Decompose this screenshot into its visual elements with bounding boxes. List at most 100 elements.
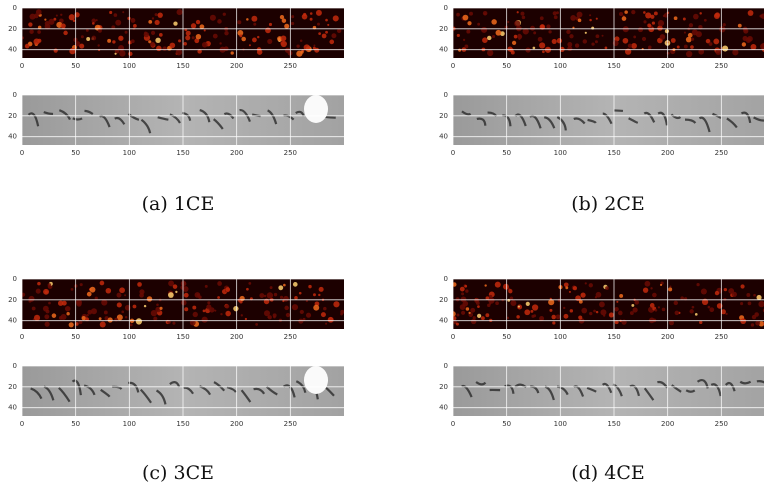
heat-spot <box>618 12 624 17</box>
heat-spot <box>708 42 713 46</box>
heat-spot <box>566 29 571 35</box>
heat-spot <box>94 296 98 300</box>
heat-spot <box>668 287 673 292</box>
x-tick-label: 250 <box>715 420 728 428</box>
heat-spot <box>325 322 328 325</box>
heat-spot <box>533 31 537 35</box>
heat-spot <box>155 37 161 44</box>
heat-spot <box>116 292 122 298</box>
ink-stroke <box>614 109 624 113</box>
y-tick-label: 20 <box>439 383 448 391</box>
heat-spot <box>327 23 330 26</box>
heat-spot <box>320 312 326 318</box>
heat-spot <box>150 309 158 317</box>
heat-spot <box>113 13 118 17</box>
y-tick-label: 40 <box>8 46 17 54</box>
heat-spot <box>468 311 471 314</box>
heat-spot <box>650 287 653 290</box>
heat-spot <box>746 293 751 297</box>
heat-spot <box>22 36 25 40</box>
heat-spot <box>130 39 135 44</box>
heat-spot <box>101 299 108 306</box>
caption: (b) 2CE <box>571 193 645 215</box>
heat-spot <box>175 49 182 56</box>
heat-spot <box>530 25 536 31</box>
heat-spot <box>567 46 573 52</box>
heat-spot <box>76 301 82 307</box>
heat-spot <box>196 293 200 297</box>
heat-spot <box>621 319 627 325</box>
heat-spot <box>68 322 74 328</box>
y-tick-label: 20 <box>439 296 448 304</box>
heat-spot <box>720 309 726 315</box>
heat-spot <box>747 35 753 42</box>
heat-spot <box>756 294 762 301</box>
heat-spot <box>122 11 125 14</box>
heat-spot <box>214 309 217 312</box>
heat-spot <box>641 36 647 42</box>
heat-spot <box>488 294 493 299</box>
heat-spot <box>305 312 312 318</box>
heat-spot <box>156 45 162 52</box>
heat-spot <box>217 19 222 24</box>
heat-spot <box>132 304 137 309</box>
ink-stroke <box>213 381 226 392</box>
heat-spot <box>608 312 614 318</box>
heat-spot <box>691 37 695 41</box>
heat-spot <box>455 322 459 326</box>
ink-stroke <box>685 389 696 393</box>
heat-spot <box>327 316 334 323</box>
heat-spot <box>237 20 242 25</box>
heat-spot <box>552 11 557 16</box>
heat-spot <box>217 281 222 286</box>
heat-spot <box>97 28 102 33</box>
heat-spot <box>130 17 136 23</box>
heat-spot <box>148 40 152 44</box>
heat-spot <box>175 290 178 294</box>
heat-spot <box>601 34 604 37</box>
x-tick-label: 150 <box>176 149 189 157</box>
heat-spot <box>584 31 587 34</box>
heat-spot <box>248 44 251 47</box>
heat-spot <box>124 294 127 297</box>
heat-spot <box>705 38 711 44</box>
ink-stroke <box>461 384 473 398</box>
heat-spot <box>91 35 97 41</box>
heat-spot <box>525 301 530 306</box>
heat-spot <box>70 288 74 291</box>
heat-spot <box>483 12 487 16</box>
heat-spot <box>59 18 64 24</box>
heat-spot <box>643 11 646 14</box>
heat-spot <box>555 314 561 320</box>
heat-spot <box>184 307 189 312</box>
heat-spot <box>55 14 58 17</box>
y-tick-label: 20 <box>439 112 448 120</box>
heat-spot <box>624 10 628 14</box>
heat-spot <box>137 282 142 287</box>
heat-spot <box>474 297 480 303</box>
heat-spot <box>511 40 517 45</box>
ink-stroke <box>543 116 556 129</box>
heat-spot <box>263 294 267 298</box>
heat-spot <box>119 50 126 57</box>
heat-spot <box>614 320 619 325</box>
heat-spot <box>461 292 465 296</box>
heat-spot <box>470 318 477 325</box>
heat-spot <box>507 298 511 302</box>
heat-spot <box>72 19 76 23</box>
x-tick-label: 250 <box>284 62 297 70</box>
heat-spot <box>133 24 137 28</box>
x-tick-label: 0 <box>20 333 24 341</box>
heat-spot <box>506 316 510 320</box>
ink-stroke <box>710 383 722 397</box>
heat-spot <box>576 11 583 18</box>
heat-spot <box>459 286 465 292</box>
ink-stroke <box>476 117 487 126</box>
heat-spot <box>301 13 308 20</box>
bright-patch <box>304 366 328 394</box>
heat-spot <box>517 305 520 308</box>
heat-spot <box>707 305 711 309</box>
heat-spot <box>128 51 133 57</box>
heat-spot <box>267 316 270 319</box>
heat-spot <box>459 304 466 311</box>
